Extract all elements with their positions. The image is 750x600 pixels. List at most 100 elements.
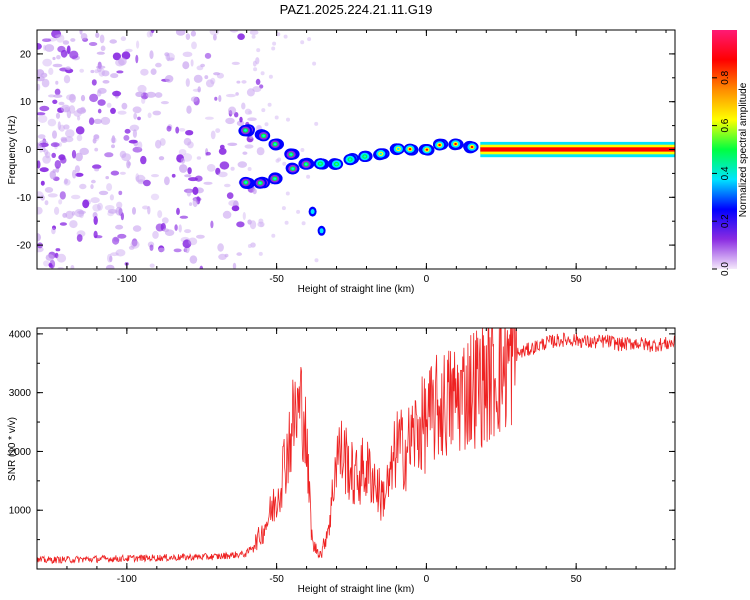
noise-blob bbox=[47, 118, 57, 127]
noise-blob bbox=[158, 156, 165, 161]
noise-blob bbox=[178, 128, 186, 132]
ridge-point bbox=[408, 148, 412, 151]
noise-blob bbox=[204, 52, 212, 59]
noise-blob bbox=[155, 139, 162, 149]
noise-blob bbox=[235, 92, 239, 96]
noise-blob bbox=[110, 170, 120, 176]
noise-blob bbox=[225, 93, 236, 98]
noise-blob bbox=[314, 121, 319, 126]
noise-blob bbox=[129, 124, 140, 132]
ridge-point bbox=[319, 162, 322, 165]
outlier-blob-core bbox=[319, 228, 324, 234]
y-tick-label: 1000 bbox=[9, 506, 32, 517]
noise-blob bbox=[69, 50, 79, 59]
noise-blob bbox=[186, 105, 192, 114]
noise-blob bbox=[105, 264, 115, 269]
noise-blob bbox=[222, 210, 232, 219]
noise-blob bbox=[236, 221, 245, 228]
noise-blob bbox=[58, 142, 62, 147]
noise-blob bbox=[73, 110, 82, 117]
noise-blob bbox=[42, 58, 53, 67]
noise-blob bbox=[60, 138, 68, 143]
noise-blob bbox=[264, 122, 269, 127]
noise-blob bbox=[182, 61, 190, 70]
noise-blob bbox=[252, 188, 257, 195]
noise-blob bbox=[255, 78, 261, 85]
noise-blob bbox=[45, 254, 55, 261]
noise-blob bbox=[150, 30, 155, 34]
noise-blob bbox=[65, 129, 75, 138]
noise-blob bbox=[77, 115, 81, 121]
noise-blob bbox=[54, 88, 61, 96]
noise-blob bbox=[110, 137, 117, 144]
noise-blob bbox=[236, 120, 245, 127]
noise-blob bbox=[109, 194, 114, 201]
noise-blob bbox=[55, 112, 61, 119]
noise-blob bbox=[115, 206, 123, 216]
noise-blob bbox=[37, 233, 41, 242]
noise-blob bbox=[136, 40, 140, 49]
noise-blob bbox=[183, 137, 192, 146]
noise-blob bbox=[154, 92, 163, 98]
noise-blob bbox=[210, 130, 216, 140]
noise-blob bbox=[161, 217, 169, 224]
ridge-point bbox=[244, 181, 248, 184]
noise-blob bbox=[100, 116, 111, 125]
noise-blob bbox=[284, 220, 289, 225]
noise-blob bbox=[165, 75, 174, 83]
noise-blob bbox=[213, 72, 221, 76]
noise-blob bbox=[91, 179, 96, 184]
noise-blob bbox=[111, 144, 115, 149]
noise-blob bbox=[135, 173, 140, 182]
noise-blob bbox=[180, 158, 185, 164]
colorbar-tick-label: 0.6 bbox=[720, 118, 731, 132]
noise-blob bbox=[175, 126, 180, 134]
noise-blob bbox=[191, 41, 197, 50]
noise-blob bbox=[91, 79, 97, 86]
noise-blob bbox=[132, 146, 143, 153]
noise-blob bbox=[164, 229, 175, 236]
ridge-point bbox=[425, 148, 429, 151]
ridge-point bbox=[348, 158, 352, 161]
noise-blob bbox=[79, 183, 87, 190]
spectrogram-x-axis-label: Height of straight line (km) bbox=[298, 284, 415, 295]
noise-blob bbox=[60, 49, 68, 58]
noise-blob bbox=[48, 263, 53, 267]
noise-blob bbox=[111, 135, 116, 144]
noise-blob bbox=[275, 158, 280, 163]
noise-blob bbox=[70, 38, 76, 42]
noise-blob bbox=[52, 225, 56, 231]
noise-blob bbox=[44, 200, 49, 206]
noise-blob bbox=[205, 151, 211, 156]
colorbar-ticks: 0.0 0.2 0.4 0.6 0.8 bbox=[712, 70, 731, 276]
noise-blob bbox=[52, 63, 63, 68]
colorbar: 0.0 0.2 0.4 0.6 0.8 Normalized spectral ampl… bbox=[712, 30, 749, 276]
noise-blob bbox=[52, 130, 57, 139]
noise-blob bbox=[120, 36, 127, 42]
noise-blob bbox=[135, 91, 144, 98]
noise-blob bbox=[150, 68, 157, 75]
ridge-point bbox=[273, 143, 277, 146]
noise-blob bbox=[39, 105, 50, 112]
noise-blob bbox=[142, 205, 149, 210]
noise-blob bbox=[110, 107, 116, 114]
noise-blob bbox=[95, 32, 100, 38]
noise-blob bbox=[224, 253, 229, 258]
noise-blob bbox=[79, 30, 83, 35]
noise-blob bbox=[59, 222, 67, 226]
noise-blob bbox=[74, 209, 84, 218]
x-tick-label: -50 bbox=[269, 574, 284, 585]
noise-blob bbox=[92, 138, 97, 144]
noise-blob bbox=[182, 239, 192, 249]
noise-blob bbox=[51, 30, 62, 39]
noise-blob bbox=[94, 147, 99, 152]
noise-blob bbox=[214, 96, 218, 101]
noise-blob bbox=[143, 179, 151, 187]
noise-blob bbox=[47, 193, 58, 198]
noise-blob bbox=[128, 139, 138, 144]
spectrogram-y-axis-label: Frequency (Hz) bbox=[7, 116, 18, 185]
ridge-point bbox=[244, 129, 247, 132]
noise-blob bbox=[187, 141, 194, 149]
noise-blob bbox=[140, 68, 149, 76]
noise-blob bbox=[174, 224, 178, 231]
